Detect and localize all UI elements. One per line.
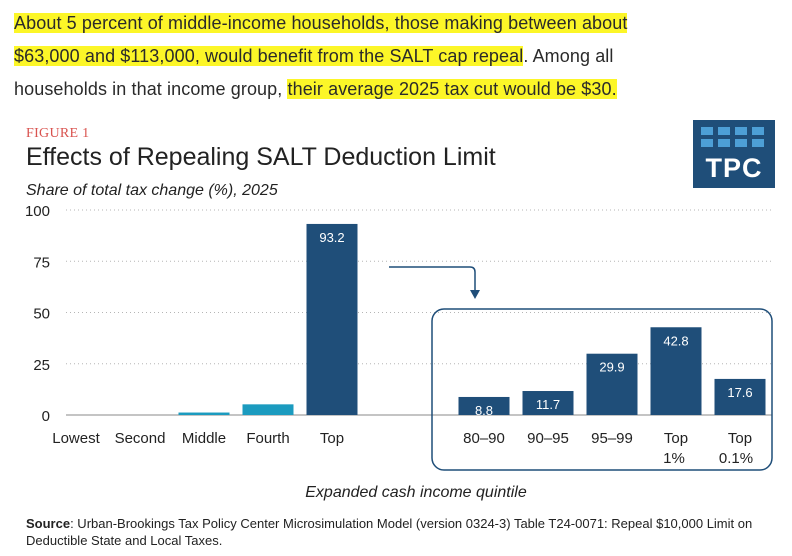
tpc-logo: TPC [693, 120, 775, 188]
x-tick-label: 1% [663, 450, 685, 467]
y-tick-label: 0 [42, 408, 50, 425]
intro-paragraph: About 5 percent of middle-income househo… [14, 7, 784, 106]
arrow-head-icon [470, 290, 480, 299]
x-tick-label: Top [728, 430, 752, 447]
y-tick-label: 75 [33, 254, 50, 271]
connector-arrow [389, 266, 476, 292]
chart-title: Effects of Repealing SALT Deduction Limi… [26, 143, 496, 171]
inset-frame [431, 308, 773, 471]
x-tick-label: 80–90 [463, 430, 505, 447]
bar-middle [178, 412, 230, 415]
inset-bar [458, 396, 510, 415]
x-tick-label: Top [320, 430, 344, 447]
bar-value-label: 17.6 [727, 385, 752, 400]
source-label: Source [26, 516, 71, 531]
x-tick-label: 0.1% [719, 450, 753, 467]
x-tick-label: Lowest [52, 430, 100, 447]
x-tick-label: Top [664, 430, 688, 447]
x-tick-label: Middle [182, 430, 226, 447]
x-tick-label: Fourth [246, 430, 289, 447]
inset-bar [522, 391, 574, 415]
bar-top [306, 223, 358, 415]
logo-text: TPC [705, 153, 763, 183]
inset-bar [586, 353, 638, 415]
source-text: : Urban-Brookings Tax Policy Center Micr… [26, 516, 753, 548]
bar-chart: 0 25 50 75 100 Lowest Second Middle Fourth 93.2 To… [25, 203, 773, 501]
y-tick-label: 50 [33, 306, 50, 323]
bar-value-label: 8.8 [475, 403, 493, 418]
x-tick-label: Second [115, 430, 166, 447]
chart-subtitle: Share of total tax change (%), 2025 [26, 182, 278, 199]
y-tick-label: 25 [33, 357, 50, 374]
intro-text: households in that income group, [14, 79, 288, 99]
bar-value-label: 93.2 [319, 230, 344, 245]
figure-label: FIGURE 1 [26, 126, 90, 141]
highlighted-text: their average 2025 tax cut would be $30. [287, 79, 617, 99]
inset-bar [650, 327, 702, 415]
x-tick-label: 95–99 [591, 430, 633, 447]
inset-bar [714, 378, 766, 415]
bar-value-label: 11.7 [536, 397, 560, 412]
x-tick-label: 90–95 [527, 430, 569, 447]
x-axis-title: Expanded cash income quintile [305, 484, 527, 501]
source-note: Source: Urban-Brookings Tax Policy Cente… [26, 515, 776, 549]
bar-fourth [242, 404, 294, 415]
highlighted-text: $63,000 and $113,000, would benefit from… [14, 46, 524, 66]
bar-value-label: 42.8 [663, 333, 688, 348]
intro-text: . Among all [523, 46, 614, 66]
bar-value-label: 29.9 [599, 360, 624, 375]
y-tick-label: 100 [25, 203, 50, 220]
highlighted-text: About 5 percent of middle-income househo… [14, 13, 628, 33]
